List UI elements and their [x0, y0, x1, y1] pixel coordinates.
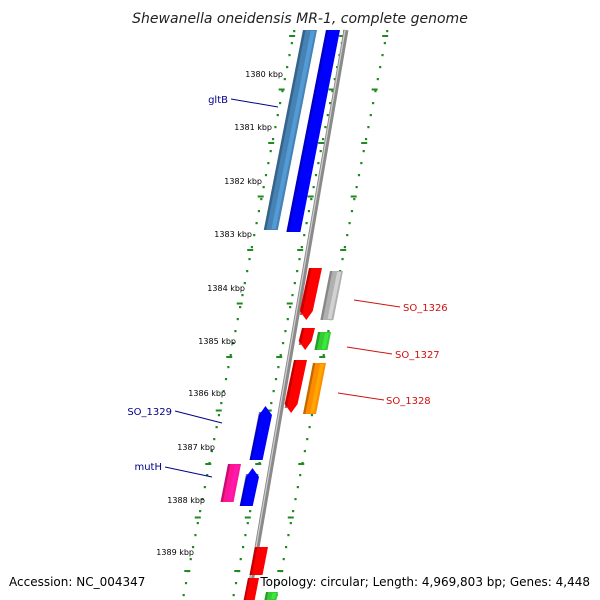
summary-text: Topology: circular; Length: 4,969,803 bp…	[259, 575, 590, 589]
feature-mutH-blue[interactable]	[239, 468, 259, 506]
axis-label-8: 1388 kbp	[167, 496, 205, 505]
axis-label-4: 1384 kbp	[207, 284, 245, 293]
axis-label-2: 1382 kbp	[224, 177, 262, 186]
axis-label-7: 1387 kbp	[177, 443, 215, 452]
feature-bottom-red-2[interactable]	[243, 578, 259, 600]
inner-tick-ring	[182, 30, 296, 597]
middle-tick-ring	[232, 30, 346, 597]
feature-mutH-magenta[interactable]	[220, 464, 241, 502]
feature-SO_1328-orange[interactable]	[303, 363, 326, 414]
feature-SO_1328-red[interactable]	[284, 360, 307, 413]
gene-label-SO_1326[interactable]: SO_1326	[353, 299, 448, 314]
feature-bottom-green[interactable]	[264, 592, 278, 600]
axis-label-3: 1383 kbp	[214, 230, 252, 239]
feature-gltB-blue[interactable]	[286, 30, 340, 232]
gene-label-gltB[interactable]: gltB	[208, 95, 279, 108]
axis-label-9: 1389 kbp	[156, 548, 194, 557]
feature-SO_1327-green[interactable]	[314, 332, 331, 350]
feature-SO_1326-red[interactable]	[299, 268, 322, 320]
axis-label-6: 1386 kbp	[188, 389, 226, 398]
gene-label-SO_1328[interactable]: SO_1328	[337, 392, 431, 407]
feature-gltB-steelblue[interactable]	[263, 30, 317, 230]
gene-label-mutH[interactable]: mutH	[134, 462, 213, 478]
gene-label-text: gltB	[208, 95, 228, 106]
feature-bottom-red-1[interactable]	[249, 547, 268, 575]
gene-features	[220, 30, 343, 600]
accession-text: Accession: NC_004347	[9, 575, 145, 589]
feature-SO_1327-red[interactable]	[298, 328, 315, 350]
gene-label-text: mutH	[134, 462, 162, 473]
tick-rings	[182, 30, 389, 597]
axis-label-1: 1381 kbp	[234, 123, 272, 132]
backbone-line	[245, 29, 349, 600]
axis-label-0: 1380 kbp	[245, 70, 283, 79]
feature-SO_1329-blue[interactable]	[249, 406, 272, 460]
gene-label-text: SO_1327	[395, 350, 440, 361]
map-title: Shewanella oneidensis MR-1, complete gen…	[132, 11, 468, 27]
gene-labels: gltB SO_1326 SO_1327 SO_1328 SO_1329 mutH	[127, 95, 448, 478]
gene-label-text: SO_1329	[127, 407, 172, 418]
gene-label-SO_1327[interactable]: SO_1327	[346, 346, 440, 361]
gene-label-text: SO_1326	[403, 303, 448, 314]
feature-SO_1326-grey[interactable]	[320, 271, 343, 320]
axis-labels: 1380 kbp 1381 kbp 1382 kbp 1383 kbp 1384 kbp…	[156, 70, 283, 557]
axis-label-5: 1385 kbp	[198, 337, 236, 346]
gene-label-text: SO_1328	[386, 396, 431, 407]
gene-label-SO_1329[interactable]: SO_1329	[127, 407, 223, 424]
backbone	[245, 29, 349, 600]
